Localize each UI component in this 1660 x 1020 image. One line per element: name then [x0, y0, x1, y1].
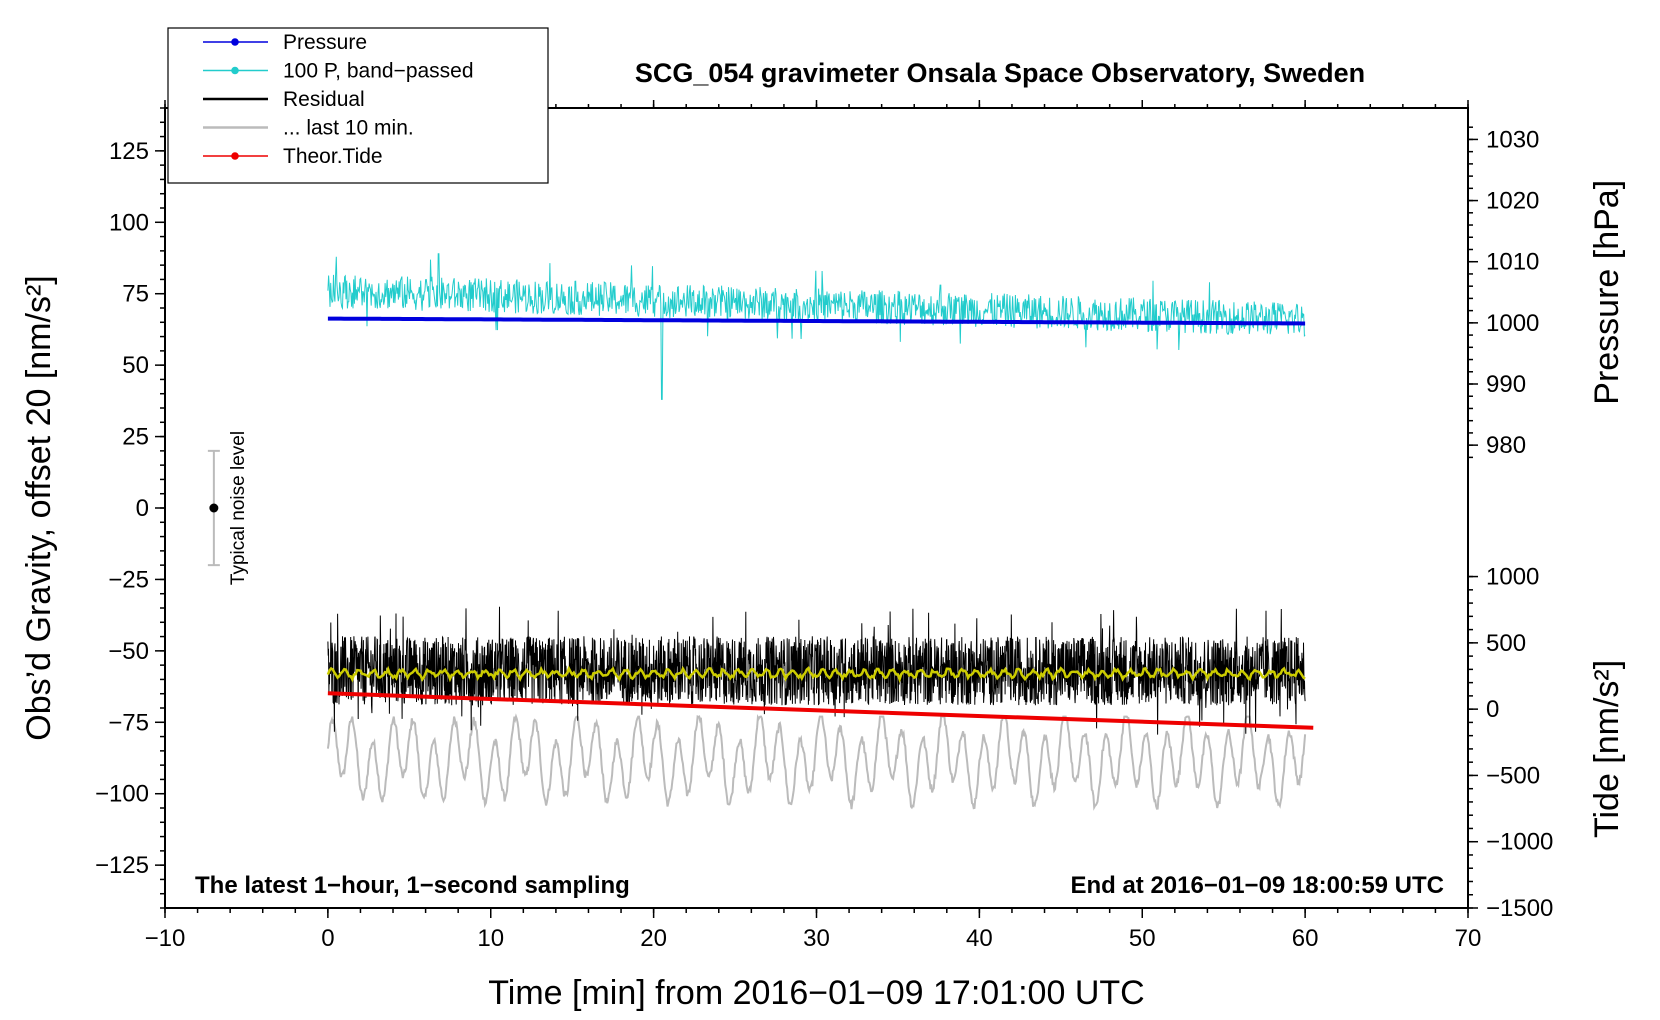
sampling-annotation: The latest 1−hour, 1−second sampling	[195, 872, 630, 899]
x-tick-label: 0	[321, 925, 334, 952]
tide-tick-label: −1500	[1486, 895, 1553, 922]
legend-marker	[231, 152, 239, 160]
x-tick-label: 60	[1292, 925, 1319, 952]
y-left-tick-label: 125	[109, 138, 149, 165]
x-tick-label: 20	[640, 925, 667, 952]
pressure-tick-label: 990	[1486, 371, 1526, 398]
y-left-tick-label: −125	[95, 852, 149, 879]
pressure-tick-label: 1010	[1486, 249, 1539, 276]
tide-tick-label: 1000	[1486, 564, 1539, 591]
tide-tick-label: −500	[1486, 762, 1540, 789]
legend-label: 100 P, band−passed	[283, 60, 474, 83]
x-tick-label: 10	[477, 925, 504, 952]
tide-tick-label: 500	[1486, 630, 1526, 657]
y-left-tick-label: −75	[108, 709, 149, 736]
y-left-tick-label: 0	[136, 495, 149, 522]
y-left-tick-label: −50	[108, 638, 149, 665]
x-tick-label: 70	[1455, 925, 1482, 952]
tide-tick-label: 0	[1486, 696, 1499, 723]
x-tick-label: 50	[1129, 925, 1156, 952]
x-tick-label: 40	[966, 925, 993, 952]
pressure-tick-label: 1020	[1486, 188, 1539, 215]
pressure-axis-title: Pressure [hPa]	[1588, 180, 1626, 405]
x-axis-title: Time [min] from 2016−01−09 17:01:00 UTC	[488, 974, 1144, 1012]
series-band-passed-pressure	[327, 253, 1306, 400]
legend-label: Pressure	[283, 31, 367, 54]
legend-box	[167, 27, 549, 184]
legend-label: ... last 10 min.	[283, 117, 414, 140]
series-pressure	[327, 316, 1306, 326]
y-left-tick-label: −100	[95, 781, 149, 808]
noise-level-label: Typical noise level	[228, 431, 249, 585]
legend-marker	[231, 38, 239, 46]
chart-title: SCG_054 gravimeter Onsala Space Observat…	[635, 58, 1365, 88]
series-theor-tide	[327, 691, 1314, 730]
series-residual-smoothed	[326, 665, 1306, 684]
noise-level-indicator: Typical noise level	[207, 431, 249, 585]
x-tick-label: 30	[803, 925, 830, 952]
tide-axis-title: Tide [nm/s²]	[1588, 660, 1626, 838]
pressure-tick-label: 1000	[1486, 310, 1539, 337]
noise-bar-center	[209, 503, 219, 513]
series-layer	[326, 253, 1314, 811]
y-left-tick-label: 75	[122, 281, 149, 308]
legend: Pressure 100 P, band−passed Residual ... la…	[167, 27, 549, 184]
y-left-tick-label: 25	[122, 424, 149, 451]
y-left-tick-label: 100	[109, 209, 149, 236]
x-tick-label: −10	[145, 925, 186, 952]
legend-label: Theor.Tide	[283, 145, 383, 168]
end-time-annotation: End at 2016−01−09 18:00:59 UTC	[1070, 872, 1444, 899]
y-left-axis-title: Obs’d Gravity, offset 20 [nm/s²]	[20, 275, 58, 740]
y-left-tick-label: 50	[122, 352, 149, 379]
series-last-10-min	[326, 713, 1307, 811]
legend-marker	[231, 66, 239, 75]
legend-label: Residual	[283, 88, 365, 111]
pressure-tick-label: 980	[1486, 432, 1526, 459]
tide-tick-label: −1000	[1486, 829, 1553, 856]
pressure-tick-label: 1030	[1486, 126, 1539, 153]
ticks-layer: −10 0 10 20 30 40 50 60 701251007550250−25−50−75…	[95, 100, 1553, 952]
y-left-tick-label: −25	[108, 566, 149, 593]
